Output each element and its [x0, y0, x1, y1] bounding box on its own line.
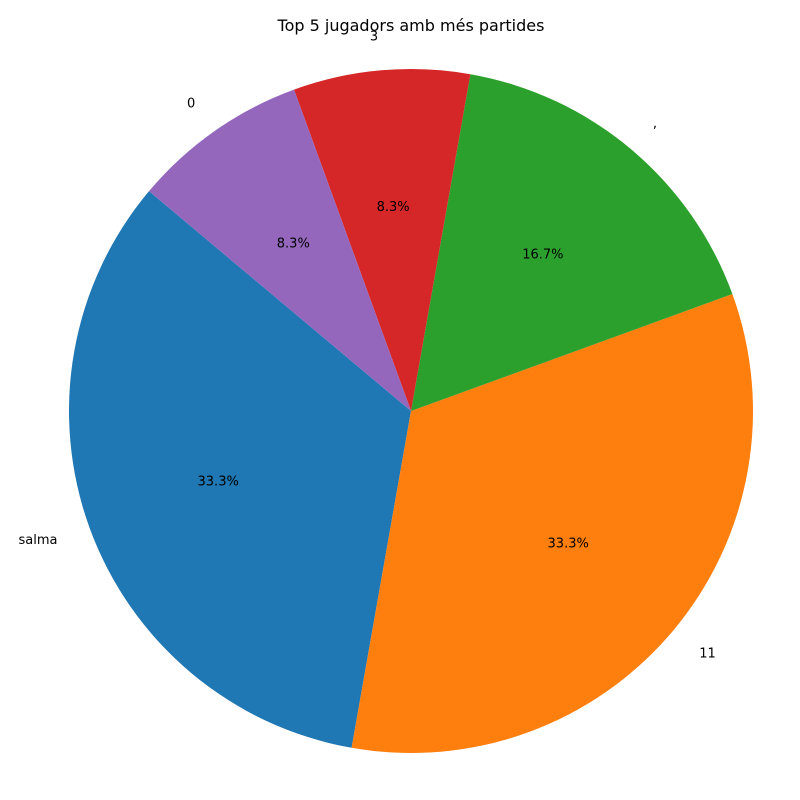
pie-slices [69, 69, 753, 753]
pie-labels: 33.3% salma 33.3% 11 16.7%, 8.3% 3 8.3% 0 [19, 30, 716, 662]
slice-category-label-3: 3 [370, 30, 378, 45]
pie-slice-0 [69, 191, 411, 748]
slice-percent-label-1: 33.3% [548, 536, 589, 551]
pie-slice-3 [294, 69, 471, 411]
slice-category-label-4: 0 [187, 96, 195, 111]
pie-slice-2 [411, 74, 733, 411]
slice-category-label-2: , [653, 116, 657, 131]
pie-slice-4 [149, 89, 411, 411]
chart-title: Top 5 jugadors amb més partides [277, 16, 545, 35]
slice-percent-label-3: 8.3% [377, 200, 410, 215]
slice-category-label-1: 11 [699, 646, 716, 661]
slice-percent-label-2: 16.7% [522, 247, 563, 262]
slice-category-label-0: salma [19, 533, 58, 548]
slice-percent-label-0: 33.3% [198, 475, 239, 490]
slice-percent-label-4: 8.3% [277, 236, 310, 251]
pie-slice-1 [351, 294, 753, 753]
